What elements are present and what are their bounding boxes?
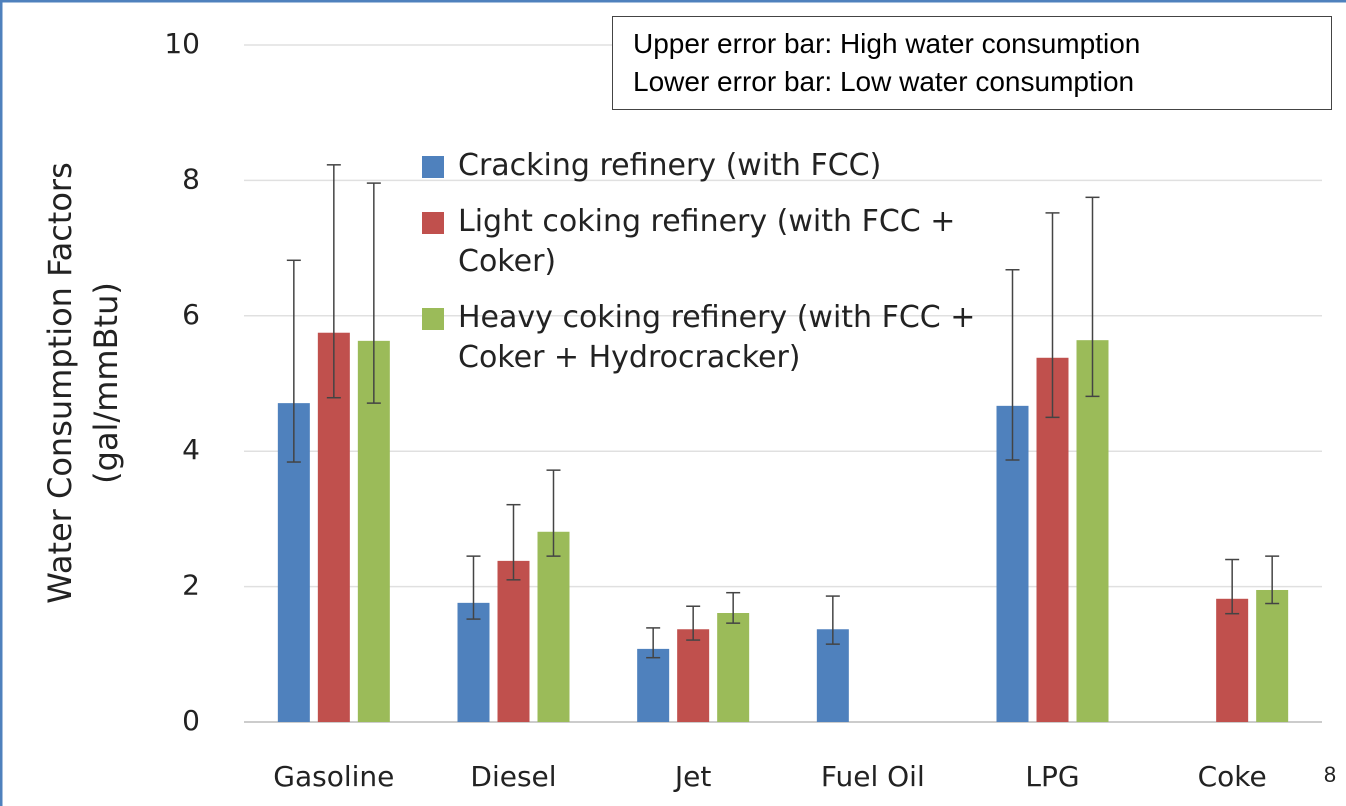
- error-bar: [506, 503, 521, 581]
- bar: [537, 531, 570, 722]
- bar: [717, 613, 750, 722]
- x-tick-label: LPG: [1025, 760, 1079, 793]
- bar: [1076, 340, 1109, 722]
- error-bar: [726, 591, 741, 624]
- y-axis-label: Water Consumption Factors: [41, 162, 79, 604]
- error-bar: [686, 605, 701, 641]
- y-tick-label: 6: [182, 298, 200, 331]
- x-tick-label: Fuel Oil: [821, 760, 925, 793]
- bar: [497, 560, 530, 722]
- legend-label: Heavy coking refinery (with FCC + Coker …: [458, 300, 976, 375]
- bar: [637, 648, 670, 722]
- bar: [1216, 598, 1249, 722]
- error-bar: [546, 469, 561, 557]
- error-bar: [326, 164, 341, 399]
- annotation-box: Upper error bar: High water consumption …: [612, 16, 1332, 110]
- y-tick-label: 4: [182, 433, 200, 466]
- legend-label: Light coking refinery (with FCC + Coker): [458, 204, 956, 279]
- error-bar: [646, 627, 661, 659]
- error-bar: [1045, 212, 1060, 419]
- error-bar: [466, 555, 481, 620]
- y-axis-label: (gal/mmBtu): [87, 282, 125, 484]
- error-bar: [286, 259, 301, 463]
- error-bar: [1085, 196, 1100, 398]
- legend-swatch: [422, 156, 444, 178]
- page-number: 8: [1324, 762, 1336, 787]
- annotation: Lower error bar: Low water consumption: [633, 66, 1135, 97]
- x-tick-label: Diesel: [470, 760, 556, 793]
- legend-swatch: [422, 308, 444, 330]
- x-tick-label: Jet: [673, 760, 711, 793]
- bar: [1256, 589, 1289, 722]
- legend: Cracking refinery (with FCC) Light coking…: [418, 146, 998, 394]
- legend-item: Cracking refinery (with FCC): [418, 146, 998, 186]
- x-tick-label: Coke: [1198, 760, 1267, 793]
- y-tick-label: 8: [182, 162, 200, 195]
- y-tick-label: 2: [182, 569, 200, 602]
- legend-item: Heavy coking refinery (with FCC + Coker …: [418, 298, 998, 378]
- bar: [457, 602, 490, 722]
- x-tick-label: Gasoline: [273, 760, 394, 793]
- legend-item: Light coking refinery (with FCC + Coker): [418, 202, 998, 282]
- error-bar: [1265, 555, 1280, 605]
- legend-label: Cracking refinery (with FCC): [458, 148, 882, 183]
- bar: [1036, 357, 1069, 722]
- annotation: Upper error bar: High water consumption: [633, 28, 1141, 59]
- bar: [677, 629, 710, 722]
- y-tick-label: 10: [164, 27, 200, 60]
- y-tick-label: 0: [182, 704, 200, 737]
- error-bar: [825, 595, 840, 645]
- error-bar: [1225, 558, 1240, 615]
- error-bar: [366, 182, 381, 404]
- legend-swatch: [422, 212, 444, 234]
- bar: [357, 340, 390, 722]
- error-bar: [1005, 269, 1020, 461]
